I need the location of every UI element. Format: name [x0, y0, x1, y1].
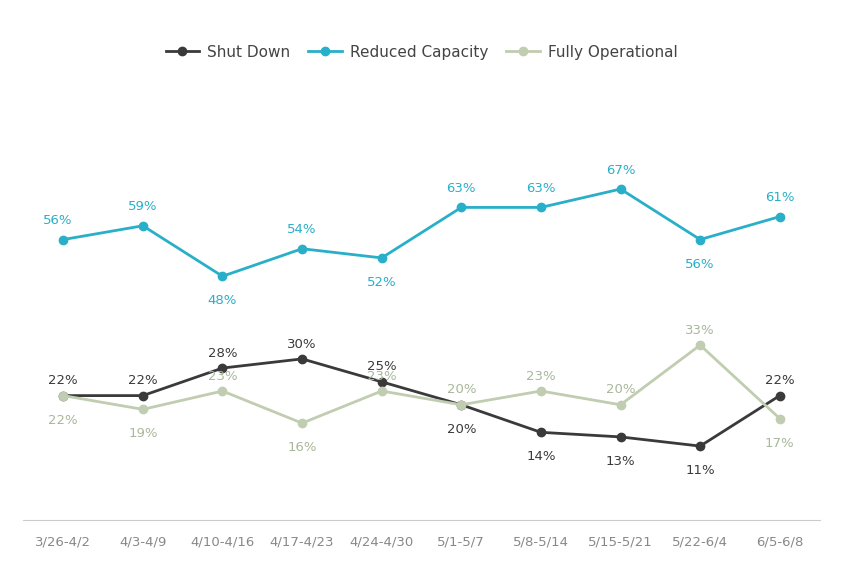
Text: 22%: 22% — [48, 413, 78, 427]
Text: 13%: 13% — [606, 455, 636, 468]
Text: 19%: 19% — [128, 427, 158, 440]
Text: 20%: 20% — [606, 384, 636, 396]
Text: 20%: 20% — [447, 384, 476, 396]
Text: 56%: 56% — [43, 214, 72, 227]
Text: 22%: 22% — [48, 374, 78, 388]
Legend: Shut Down, Reduced Capacity, Fully Operational: Shut Down, Reduced Capacity, Fully Opera… — [159, 39, 684, 66]
Text: 56%: 56% — [685, 258, 715, 271]
Text: 61%: 61% — [765, 191, 794, 204]
Text: 52%: 52% — [367, 276, 396, 289]
Text: 11%: 11% — [685, 464, 715, 477]
Text: 59%: 59% — [128, 200, 158, 213]
Text: 63%: 63% — [447, 182, 476, 195]
Text: 33%: 33% — [685, 324, 715, 337]
Text: 63%: 63% — [526, 182, 556, 195]
Text: 22%: 22% — [765, 374, 795, 388]
Text: 28%: 28% — [207, 347, 237, 360]
Text: 14%: 14% — [526, 450, 556, 463]
Text: 16%: 16% — [287, 441, 317, 454]
Text: 23%: 23% — [526, 370, 556, 383]
Text: 54%: 54% — [287, 223, 317, 236]
Text: 23%: 23% — [207, 370, 237, 383]
Text: 30%: 30% — [287, 338, 317, 351]
Text: 22%: 22% — [128, 374, 158, 388]
Text: 25%: 25% — [367, 361, 396, 374]
Text: 48%: 48% — [207, 294, 237, 307]
Text: 17%: 17% — [765, 436, 795, 450]
Text: 20%: 20% — [447, 423, 476, 436]
Text: 67%: 67% — [606, 163, 636, 177]
Text: 23%: 23% — [367, 370, 396, 383]
